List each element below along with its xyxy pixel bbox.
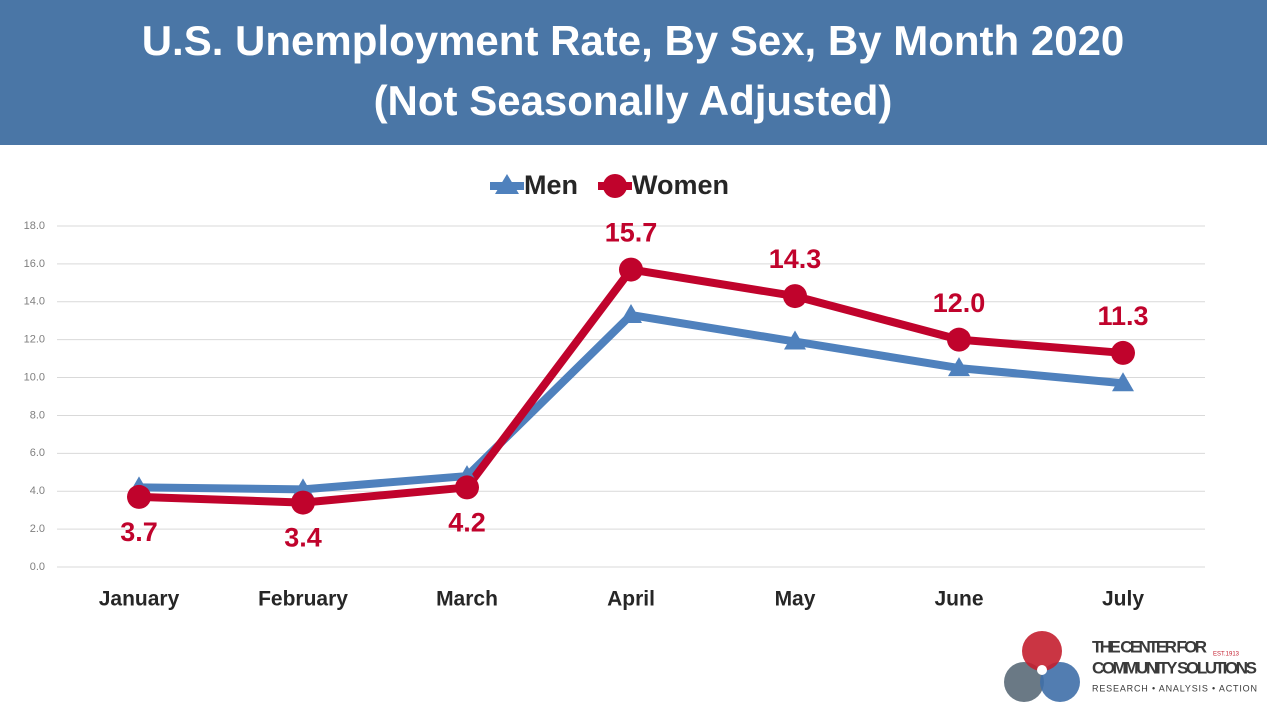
legend-marker bbox=[603, 174, 627, 198]
marker bbox=[783, 284, 807, 309]
chart-subtitle: (Not Seasonally Adjusted) bbox=[374, 77, 893, 124]
logo: THE CENTER FOR EST.1913 COMMUNITY SOLUTI… bbox=[1004, 631, 1257, 702]
marker bbox=[291, 490, 315, 515]
chart-title: U.S. Unemployment Rate, By Sex, By Month… bbox=[142, 17, 1125, 64]
y-tick-label: 6.0 bbox=[30, 447, 45, 459]
logo-est: EST.1913 bbox=[1213, 652, 1240, 658]
legend-label: Women bbox=[632, 170, 729, 200]
logo-tagline: RESEARCH • ANALYSIS • ACTION bbox=[1092, 683, 1257, 693]
x-tick-label: February bbox=[258, 588, 348, 611]
logo-dot bbox=[1037, 665, 1047, 675]
logo-circle bbox=[1004, 662, 1044, 702]
data-label: 12.0 bbox=[933, 288, 986, 318]
marker bbox=[948, 357, 970, 377]
marker bbox=[455, 475, 479, 500]
x-tick-label: July bbox=[1102, 588, 1144, 611]
marker bbox=[620, 304, 642, 324]
title-banner bbox=[0, 0, 1267, 145]
marker bbox=[1111, 340, 1135, 365]
y-tick-label: 8.0 bbox=[30, 409, 45, 421]
marker bbox=[784, 330, 806, 350]
x-tick-label: May bbox=[775, 588, 816, 611]
logo-circle bbox=[1022, 631, 1062, 671]
marker bbox=[127, 484, 151, 509]
marker bbox=[619, 257, 643, 282]
legend-label: Men bbox=[524, 170, 578, 200]
y-tick-label: 0.0 bbox=[30, 561, 45, 573]
logo-text: THE CENTER FOR bbox=[1092, 637, 1207, 656]
x-tick-label: March bbox=[436, 588, 498, 611]
data-label: 14.3 bbox=[769, 244, 822, 274]
y-tick-label: 16.0 bbox=[24, 258, 45, 270]
data-label: 3.7 bbox=[120, 517, 158, 547]
y-tick-label: 2.0 bbox=[30, 523, 45, 535]
data-label: 11.3 bbox=[1097, 301, 1148, 331]
logo-circle bbox=[1040, 662, 1080, 702]
data-label: 3.4 bbox=[284, 523, 322, 553]
marker bbox=[947, 327, 971, 352]
data-label: 4.2 bbox=[448, 508, 486, 538]
logo-text: COMMUNITY SOLUTIONS bbox=[1092, 658, 1257, 677]
y-tick-label: 4.0 bbox=[30, 485, 45, 497]
y-tick-label: 10.0 bbox=[24, 371, 45, 383]
legend-marker bbox=[495, 174, 519, 194]
marker bbox=[1112, 372, 1134, 392]
x-tick-label: June bbox=[934, 588, 983, 611]
y-tick-label: 14.0 bbox=[24, 296, 45, 308]
y-tick-label: 18.0 bbox=[24, 220, 45, 232]
x-tick-label: April bbox=[607, 588, 655, 611]
y-tick-label: 12.0 bbox=[24, 334, 45, 346]
data-label: 15.7 bbox=[605, 218, 658, 248]
x-tick-label: January bbox=[99, 588, 180, 611]
